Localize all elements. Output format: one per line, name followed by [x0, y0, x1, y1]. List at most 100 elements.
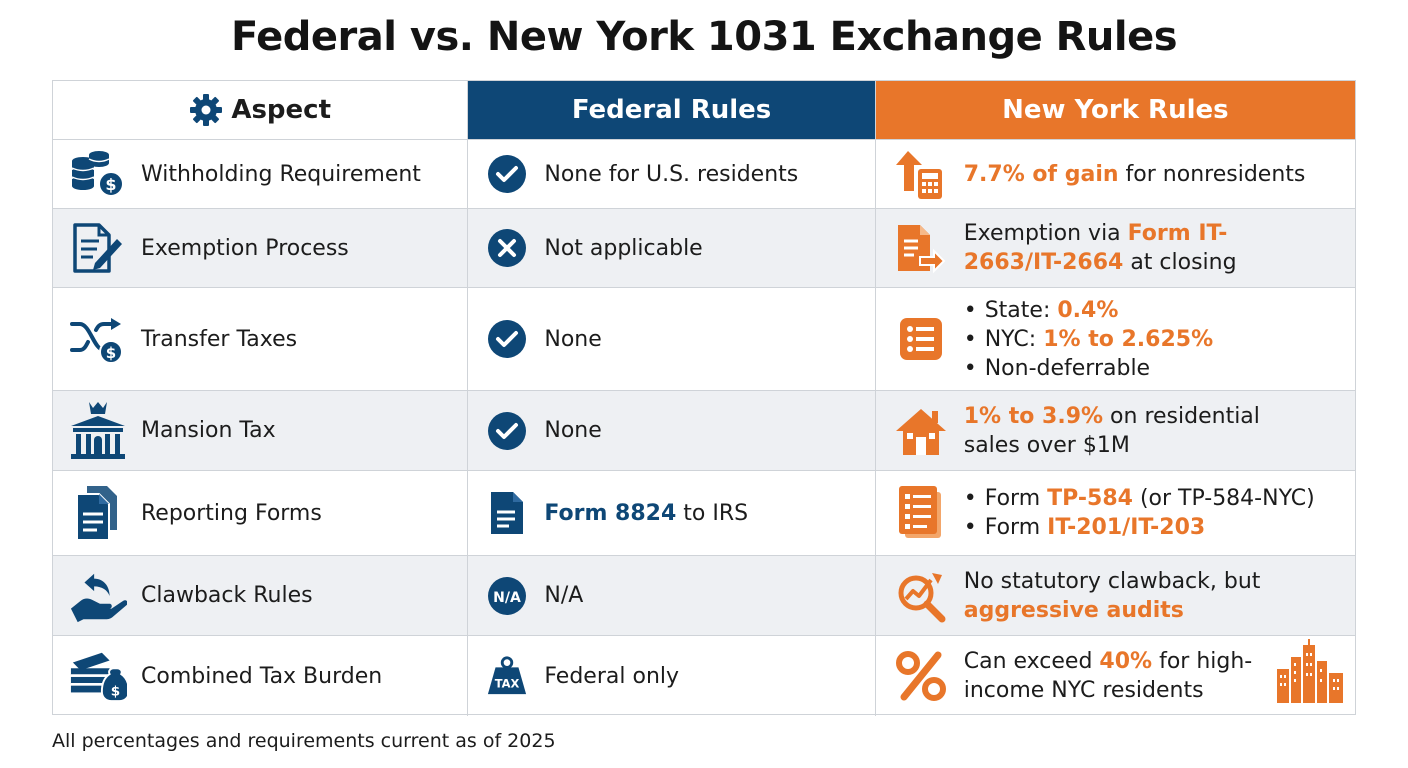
- federal-text-rest: to IRS: [676, 500, 749, 526]
- aspect-label: Reporting Forms: [141, 500, 322, 526]
- table-row: Mansion Tax None 1% to 3.9% on residenti…: [53, 391, 1355, 471]
- ny-bullet-text: NYC:: [984, 326, 1044, 352]
- table-row: $ Withholding Requirement None for U.S. …: [53, 140, 1355, 209]
- ny-bullet-highlight: 1% to 2.625%: [1043, 326, 1214, 352]
- federal-cell: Form 8824 to IRS: [468, 471, 876, 555]
- ny-bullet-highlight: IT-201/IT-203: [1047, 515, 1206, 540]
- svg-text:$: $: [105, 175, 116, 194]
- shuffle-dollar-icon: $: [69, 310, 127, 368]
- aspect-cell: $ Withholding Requirement: [53, 140, 469, 208]
- ny-bullet-highlight: TP-584: [1047, 486, 1133, 511]
- federal-cell: N/A N/A: [468, 556, 876, 635]
- ny-bullet-highlight: 0.4%: [1057, 297, 1119, 323]
- ny-highlight: 1% to 3.9%: [963, 403, 1104, 429]
- ny-bullet: Form IT-201/IT-203: [964, 513, 1315, 542]
- na-circle-icon: N/A: [486, 575, 528, 617]
- svg-text:$: $: [106, 344, 116, 362]
- ny-highlight: aggressive audits: [963, 597, 1184, 623]
- check-circle-icon: [486, 318, 528, 360]
- federal-text: Not applicable: [544, 235, 703, 261]
- comparison-table: Aspect Federal Rules New York Rules: [52, 80, 1356, 716]
- ny-text-pre: Can exceed: [963, 649, 1100, 674]
- aspect-label: Mansion Tax: [141, 418, 276, 443]
- document-icon: [486, 492, 528, 534]
- check-circle-icon: [486, 410, 528, 452]
- ny-text-rest: at closing: [1123, 250, 1237, 275]
- header-federal-label: Federal Rules: [571, 95, 772, 125]
- ny-cell: 7.7% of gain for nonresidents: [876, 140, 1355, 208]
- ny-bullet: Form TP-584 (or TP-584-NYC): [964, 484, 1315, 513]
- ny-cell: State: 0.4% NYC: 1% to 2.625% Non-deferr…: [876, 288, 1355, 390]
- table-row: $ Transfer Taxes None State: 0.4% NYC: 1…: [53, 288, 1355, 391]
- page-title: Federal vs. New York 1031 Exchange Rules: [230, 14, 1178, 60]
- aspect-cell: $ Combined Tax Burden: [53, 636, 469, 716]
- aspect-label: Combined Tax Burden: [141, 663, 383, 689]
- aspect-label: Exemption Process: [141, 235, 349, 261]
- ny-cell: Exemption via Form IT-2663/IT-2664 at cl…: [876, 209, 1355, 287]
- federal-highlight: Form 8824: [544, 500, 677, 526]
- ny-text-pre: Exemption via: [963, 221, 1128, 246]
- header-new-york: New York Rules: [875, 81, 1355, 139]
- table-row: Reporting Forms Form 8824 to IRS: [53, 471, 1355, 556]
- crown-building-icon: [69, 401, 127, 460]
- aspect-label: Transfer Taxes: [141, 326, 298, 352]
- ny-highlight: Form IT-2663/IT-2664: [963, 221, 1228, 275]
- ny-text: Can exceed 40% for high-income NYC resid…: [964, 647, 1274, 705]
- header-new-york-label: New York Rules: [1002, 95, 1229, 125]
- ny-bullet-text: State:: [984, 297, 1058, 323]
- house-icon: [894, 403, 948, 459]
- federal-cell: TAX Federal only: [468, 636, 876, 716]
- ny-text-pre: No statutory clawback, but: [963, 568, 1261, 594]
- ny-text: 1% to 3.9% on residential sales over $1M: [964, 402, 1264, 460]
- table-row: Exemption Process Not applicable Exempti…: [53, 209, 1355, 288]
- tax-weight-icon: TAX: [486, 655, 528, 697]
- header-federal: Federal Rules: [468, 81, 876, 139]
- ny-bullet-list: State: 0.4% NYC: 1% to 2.625% Non-deferr…: [964, 296, 1213, 383]
- aspect-cell: Mansion Tax: [53, 391, 469, 470]
- x-circle-icon: [486, 227, 528, 269]
- ny-text: Exemption via Form IT-2663/IT-2664 at cl…: [964, 219, 1294, 277]
- ny-text: No statutory clawback, but aggressive au…: [964, 567, 1294, 625]
- aspect-cell: Exemption Process: [53, 209, 469, 287]
- document-arrow-icon: [894, 220, 948, 276]
- ny-cell: No statutory clawback, but aggressive au…: [876, 556, 1355, 635]
- federal-cell: None: [468, 391, 876, 470]
- ny-highlight: 40%: [1099, 649, 1153, 674]
- ny-bullet: NYC: 1% to 2.625%: [964, 325, 1213, 354]
- ny-bullet-text: Non-deferrable: [984, 355, 1151, 381]
- coins-dollar-icon: $: [69, 145, 127, 203]
- ny-cell: 1% to 3.9% on residential sales over $1M: [876, 391, 1355, 470]
- ny-highlight: 7.7% of gain: [963, 161, 1119, 187]
- documents-icon: [69, 484, 127, 542]
- list-icon: [894, 311, 948, 367]
- na-icon-text: N/A: [494, 590, 522, 606]
- ny-bullet-text: Form: [984, 515, 1048, 540]
- gear-icon: [189, 93, 223, 127]
- ny-text-rest: on residential sales over $1M: [963, 403, 1260, 458]
- table-header-row: Aspect Federal Rules New York Rules: [53, 81, 1355, 140]
- ny-bullet-list: Form TP-584 (or TP-584-NYC) Form IT-201/…: [964, 484, 1315, 542]
- table-row: Clawback Rules N/A N/A No statutory claw…: [53, 556, 1355, 636]
- ny-text: 7.7% of gain for nonresidents: [964, 160, 1306, 189]
- federal-text: N/A: [544, 583, 584, 608]
- footnote: All percentages and requirements current…: [52, 730, 556, 752]
- aspect-cell: $ Transfer Taxes: [53, 288, 469, 390]
- hand-return-arrow-icon: [69, 567, 127, 625]
- percent-icon: [894, 648, 948, 704]
- aspect-label: Withholding Requirement: [141, 161, 421, 187]
- money-stack-icon: $: [69, 647, 127, 705]
- svg-text:$: $: [111, 683, 120, 699]
- header-aspect: Aspect: [53, 81, 469, 139]
- header-aspect-label: Aspect: [231, 95, 332, 125]
- federal-text: Federal only: [544, 663, 680, 689]
- tax-icon-text: TAX: [495, 676, 520, 690]
- aspect-cell: Clawback Rules: [53, 556, 469, 635]
- form-list-icon: [894, 485, 948, 541]
- federal-text: Form 8824 to IRS: [544, 501, 748, 526]
- ny-cell: Can exceed 40% for high-income NYC resid…: [876, 636, 1355, 716]
- city-skyline-icon: [1275, 639, 1345, 710]
- ny-cell: Form TP-584 (or TP-584-NYC) Form IT-201/…: [876, 471, 1355, 555]
- magnifier-chart-icon: [894, 568, 948, 624]
- federal-text: None for U.S. residents: [544, 161, 799, 187]
- federal-cell: None for U.S. residents: [468, 140, 876, 208]
